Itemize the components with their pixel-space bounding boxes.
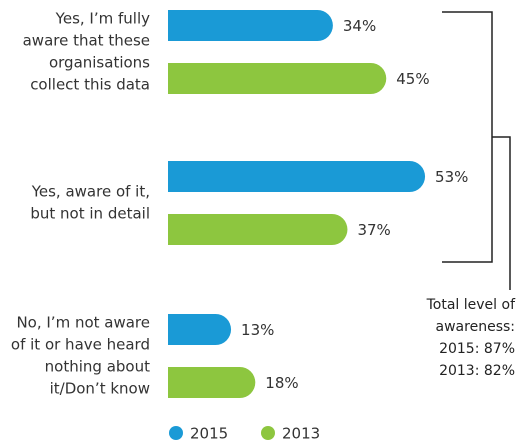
- value-label: 13%: [241, 321, 274, 339]
- bar: [168, 161, 426, 192]
- bracket: [442, 11, 511, 290]
- value-label: 37%: [357, 221, 390, 239]
- category-label: nothing about: [45, 358, 150, 376]
- bar: [168, 63, 387, 94]
- legend-marker: [169, 426, 183, 440]
- value-label: 53%: [435, 168, 468, 186]
- bar: [168, 10, 333, 41]
- bar: [168, 367, 256, 398]
- category-label: No, I’m not aware: [16, 314, 150, 332]
- bracket-line: [442, 11, 493, 263]
- legend-marker: [261, 426, 275, 440]
- bracket-connector: [492, 136, 511, 290]
- legend-label: 2015: [190, 425, 228, 443]
- bar: [168, 214, 348, 245]
- annotation: awareness:: [436, 319, 515, 335]
- category-label: collect this data: [30, 76, 150, 94]
- category-label: organisations: [49, 54, 150, 72]
- category-label: it/Don’t know: [50, 380, 150, 398]
- annotation: Total level of: [426, 297, 516, 313]
- annotation: 2013: 82%: [439, 363, 515, 379]
- category-label: Yes, aware of it,: [31, 183, 150, 201]
- category-label: aware that these: [23, 32, 150, 50]
- annotation: 2015: 87%: [439, 341, 515, 357]
- value-label: 45%: [396, 70, 429, 88]
- category-label: of it or have heard: [11, 336, 150, 354]
- category-label: Yes, I’m fully: [55, 10, 150, 28]
- value-label: 18%: [265, 374, 298, 392]
- legend-label: 2013: [282, 425, 320, 443]
- bar: [168, 314, 232, 345]
- category-label: but not in detail: [30, 205, 150, 223]
- value-label: 34%: [343, 17, 376, 35]
